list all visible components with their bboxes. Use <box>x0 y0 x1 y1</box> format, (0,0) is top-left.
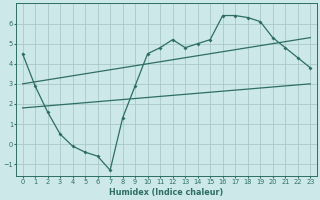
X-axis label: Humidex (Indice chaleur): Humidex (Indice chaleur) <box>109 188 224 197</box>
